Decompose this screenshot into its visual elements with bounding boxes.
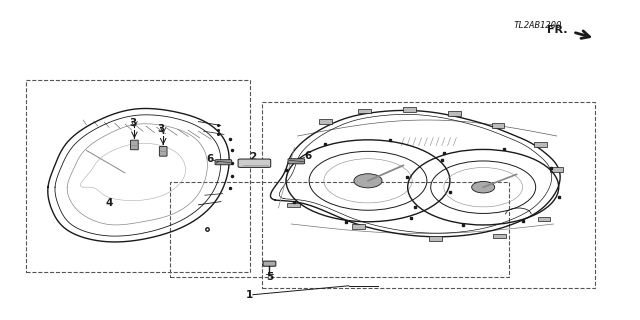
Text: 6: 6 bbox=[305, 151, 312, 161]
Bar bbox=[26, 80, 250, 272]
Text: 2: 2 bbox=[249, 152, 257, 162]
FancyBboxPatch shape bbox=[159, 147, 167, 156]
Bar bbox=[358, 109, 371, 113]
Bar bbox=[534, 142, 547, 147]
Bar bbox=[287, 203, 300, 207]
FancyBboxPatch shape bbox=[215, 160, 232, 165]
FancyBboxPatch shape bbox=[238, 159, 271, 167]
Circle shape bbox=[472, 181, 495, 193]
Text: 4: 4 bbox=[105, 198, 113, 208]
FancyBboxPatch shape bbox=[288, 159, 305, 164]
Text: 1: 1 bbox=[246, 290, 253, 300]
Circle shape bbox=[354, 174, 382, 188]
Bar bbox=[538, 217, 550, 221]
Bar bbox=[493, 234, 506, 238]
Text: 3: 3 bbox=[157, 124, 165, 134]
Text: 3: 3 bbox=[129, 118, 136, 128]
Bar bbox=[429, 236, 442, 241]
Bar bbox=[352, 224, 365, 229]
FancyBboxPatch shape bbox=[131, 140, 138, 150]
Bar bbox=[319, 119, 332, 124]
Text: FR.: FR. bbox=[547, 25, 567, 36]
Text: 6: 6 bbox=[206, 154, 214, 164]
FancyBboxPatch shape bbox=[263, 261, 276, 266]
Text: TL2AB1200: TL2AB1200 bbox=[513, 21, 562, 30]
Bar bbox=[170, 182, 509, 277]
Bar bbox=[448, 111, 461, 116]
Bar bbox=[550, 167, 563, 172]
Bar bbox=[403, 107, 416, 112]
Text: 5: 5 bbox=[266, 272, 273, 283]
Bar bbox=[262, 102, 595, 288]
Bar bbox=[492, 123, 504, 128]
